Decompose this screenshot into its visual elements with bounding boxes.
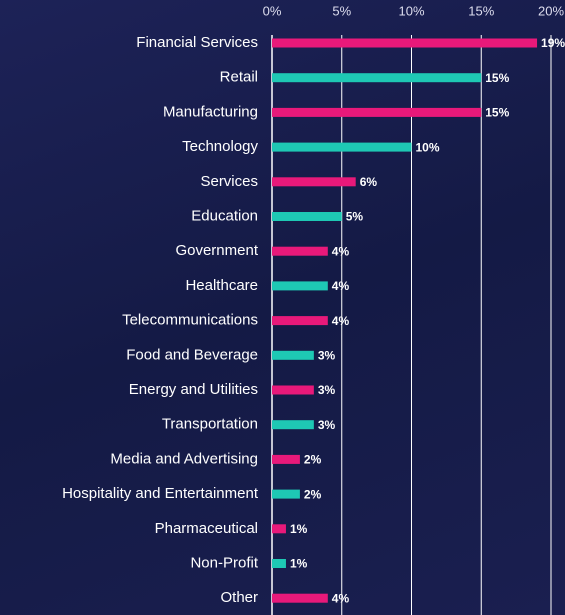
bar — [272, 73, 482, 83]
x-tick-label: 0% — [263, 3, 282, 18]
y-tick-label: Media and Advertising — [110, 450, 258, 467]
value-label: 19% — [541, 36, 565, 50]
y-tick-label: Government — [175, 242, 258, 259]
y-tick-label: Retail — [220, 69, 258, 86]
value-label: 15% — [485, 106, 509, 120]
value-label: 15% — [485, 71, 509, 85]
bar — [272, 420, 314, 430]
value-label: 2% — [304, 487, 322, 501]
bar — [272, 385, 314, 395]
bar — [272, 107, 482, 117]
y-tick-label: Services — [200, 173, 258, 190]
y-tick-label: Energy and Utilities — [129, 381, 258, 398]
bar — [272, 524, 286, 534]
y-tick-label: Hospitality and Entertainment — [62, 485, 259, 502]
value-label: 2% — [304, 453, 322, 467]
y-tick-label: Manufacturing — [163, 103, 258, 120]
x-tick-label: 10% — [398, 3, 424, 18]
y-tick-label: Other — [220, 589, 258, 606]
x-tick-label: 5% — [332, 3, 351, 18]
bar — [272, 593, 328, 603]
value-label: 3% — [318, 418, 336, 432]
bar — [272, 559, 286, 568]
value-label: 10% — [416, 140, 440, 154]
bar — [272, 350, 314, 360]
value-label: 4% — [332, 279, 350, 293]
y-tick-label: Non-Profit — [190, 554, 258, 571]
y-tick-label: Education — [191, 207, 258, 224]
bar — [272, 177, 356, 187]
bar — [272, 489, 300, 499]
y-tick-label: Healthcare — [185, 277, 258, 294]
value-label: 1% — [290, 557, 308, 571]
bar — [272, 246, 328, 256]
value-label: 1% — [290, 522, 308, 536]
bar — [272, 212, 342, 221]
bar — [272, 316, 328, 326]
bar — [272, 38, 538, 48]
value-label: 4% — [332, 244, 350, 258]
x-tick-label: 20% — [538, 3, 564, 18]
y-tick-label: Food and Beverage — [126, 346, 258, 363]
value-label: 5% — [346, 210, 364, 224]
value-label: 4% — [332, 591, 350, 605]
bar — [272, 142, 412, 152]
value-label: 3% — [318, 383, 336, 397]
bar — [272, 281, 328, 291]
y-tick-label: Transportation — [162, 416, 258, 433]
value-label: 3% — [318, 348, 336, 362]
bar — [272, 454, 300, 464]
y-tick-label: Telecommunications — [122, 312, 258, 329]
y-tick-label: Pharmaceutical — [155, 520, 258, 537]
x-tick-label: 15% — [468, 3, 494, 18]
value-label: 6% — [360, 175, 378, 189]
y-tick-label: Technology — [182, 138, 258, 155]
y-tick-label: Financial Services — [136, 34, 258, 51]
value-label: 4% — [332, 314, 350, 328]
